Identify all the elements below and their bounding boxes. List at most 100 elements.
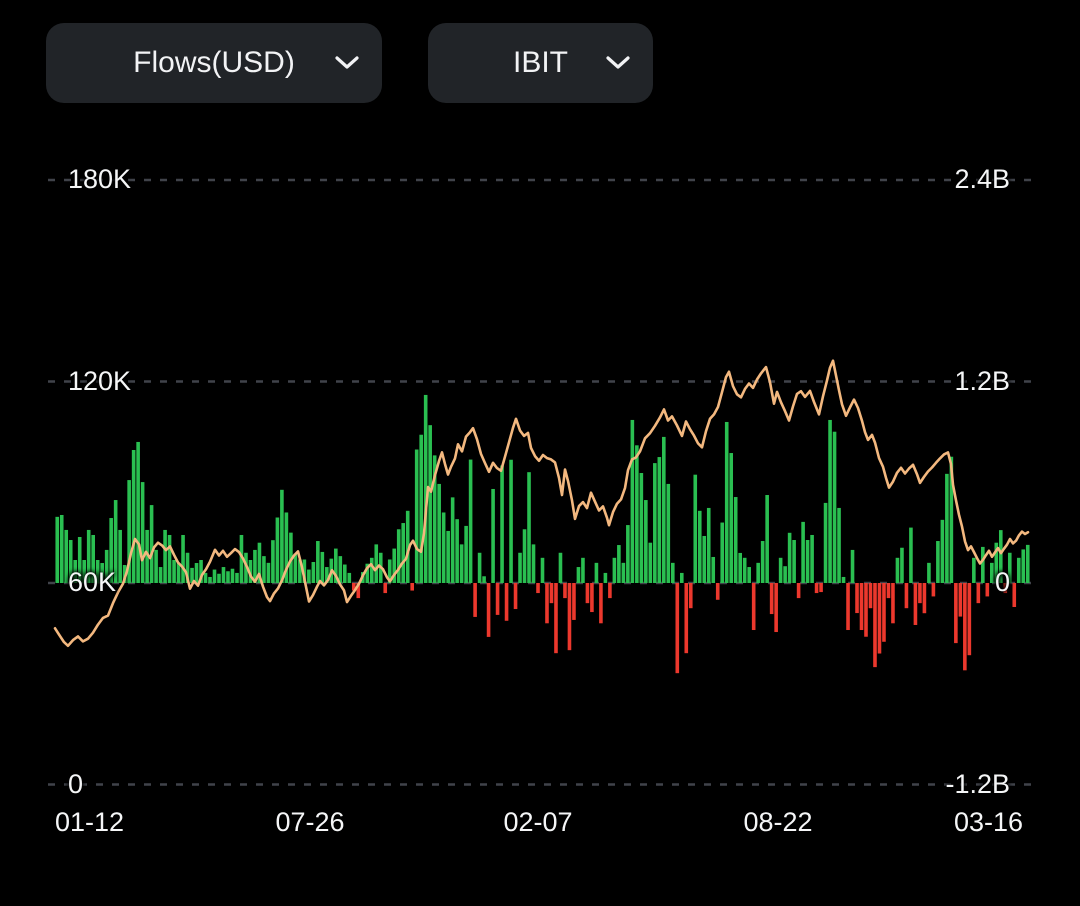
- flow-bar: [810, 534, 814, 583]
- flows-price-chart[interactable]: [0, 120, 1080, 906]
- flow-bar: [900, 547, 904, 583]
- flow-bar: [441, 512, 446, 583]
- flow-bar: [769, 583, 774, 615]
- flow-bar: [401, 523, 406, 583]
- flow-bar: [311, 562, 316, 583]
- flow-bar: [248, 560, 253, 583]
- flow-bar: [338, 556, 343, 583]
- y-axis-tick-left: 60K: [68, 566, 117, 597]
- flow-bar: [859, 583, 864, 631]
- flow-bar: [64, 529, 69, 583]
- flow-bar: [733, 497, 738, 583]
- flow-bar: [787, 532, 792, 583]
- flow-bar: [127, 480, 131, 583]
- flow-bar: [185, 552, 190, 583]
- flow-bar: [432, 455, 437, 583]
- flow-bar: [275, 517, 280, 583]
- flow-bar: [176, 563, 181, 583]
- flow-bar: [387, 559, 392, 583]
- flow-bar: [239, 534, 244, 583]
- x-axis-tick: 01-12: [55, 807, 125, 837]
- flow-bar: [738, 552, 742, 583]
- flow-bar: [918, 583, 922, 604]
- flow-bar: [154, 549, 158, 583]
- flow-bar: [419, 434, 423, 583]
- y-axis-tick-right: 1.2B: [954, 365, 1010, 396]
- flow-bar: [1007, 552, 1012, 583]
- flow-bar: [221, 567, 226, 583]
- flow-bar: [976, 583, 981, 604]
- flow-bar: [181, 534, 185, 583]
- flow-bar: [1003, 583, 1008, 594]
- flow-bar: [945, 473, 949, 583]
- flow-bar: [203, 572, 208, 583]
- flow-bar: [473, 583, 477, 617]
- chevron-down-icon: [334, 55, 360, 71]
- flow-bar: [351, 583, 356, 591]
- flow-bar: [253, 549, 257, 583]
- flow-bar: [864, 583, 868, 637]
- price-line: [53, 359, 1030, 648]
- chevron-down-icon: [605, 55, 631, 71]
- flow-bar: [697, 510, 702, 583]
- flow-bar: [464, 525, 468, 583]
- flow-bar: [55, 516, 60, 583]
- flow-bar: [131, 450, 136, 583]
- flow-bar: [648, 542, 653, 583]
- y-axis-tick-left: 180K: [68, 163, 132, 194]
- flow-bar: [819, 583, 823, 593]
- flow-bar: [855, 583, 859, 614]
- flow-bar: [671, 562, 675, 583]
- flow-bar: [594, 562, 599, 583]
- flow-bar: [468, 459, 473, 583]
- flow-bar: [981, 546, 985, 583]
- y-axis-tick-left: 0: [68, 768, 84, 799]
- flow-bar: [742, 557, 747, 583]
- flow-bar: [293, 553, 298, 583]
- flow-bar: [536, 583, 540, 594]
- flow-bar: [554, 583, 558, 654]
- flow-bar: [814, 583, 819, 594]
- flow-bar: [765, 495, 769, 583]
- flow-bar: [796, 583, 801, 599]
- flow-bar: [653, 463, 657, 583]
- flow-bar: [868, 583, 873, 609]
- flow-bar: [383, 583, 388, 594]
- flow-bar: [477, 552, 482, 583]
- flow-bar: [679, 572, 684, 583]
- flow-bar: [688, 583, 693, 609]
- flow-bar: [235, 572, 239, 583]
- flow-bar: [873, 583, 877, 668]
- flow-bar: [729, 453, 734, 583]
- flow-bar: [909, 527, 913, 583]
- flow-bar: [86, 529, 91, 583]
- flow-bar: [158, 567, 163, 583]
- flow-bar: [576, 567, 581, 583]
- flow-bar: [644, 500, 648, 583]
- flow-bar: [886, 583, 891, 599]
- flow-bar: [572, 583, 576, 620]
- x-axis-tick: 08-22: [743, 807, 813, 837]
- flow-bar: [693, 474, 698, 583]
- x-axis-tick: 03-16: [953, 807, 1023, 837]
- flow-bar: [122, 565, 127, 583]
- flow-bar: [567, 583, 572, 651]
- flow-bar: [226, 571, 230, 583]
- flow-bar: [491, 488, 495, 583]
- flow-bar: [936, 541, 940, 583]
- flow-bar: [455, 519, 459, 583]
- flows-bars: [55, 394, 1030, 674]
- flow-bar: [850, 549, 855, 583]
- flow-bar: [720, 522, 725, 583]
- flow-bar: [149, 505, 154, 583]
- flow-bar: [837, 507, 841, 583]
- flow-bar: [1012, 583, 1017, 608]
- flow-bar: [59, 514, 64, 583]
- flow-bar: [230, 568, 235, 583]
- flow-bar: [509, 459, 513, 583]
- flow-bar: [877, 583, 882, 654]
- flow-bar: [136, 441, 140, 583]
- flow-bar: [972, 557, 976, 583]
